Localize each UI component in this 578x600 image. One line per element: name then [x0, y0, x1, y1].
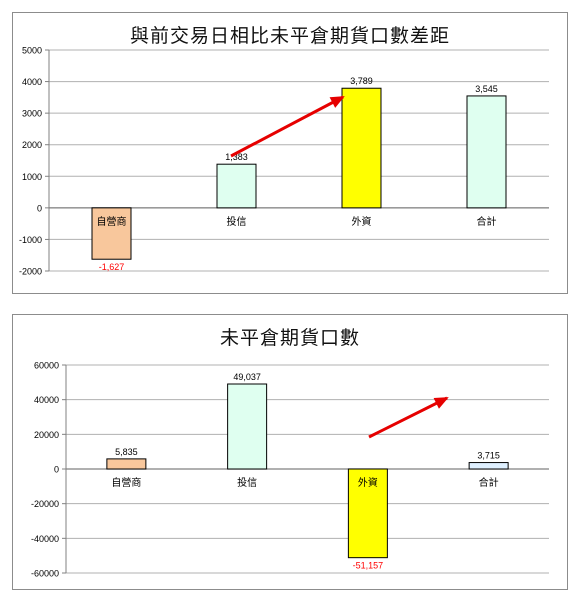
y-tick-label: -1000 — [19, 235, 42, 245]
category-label: 自營商 — [111, 476, 141, 489]
bar — [106, 458, 147, 470]
data-label: 49,037 — [233, 372, 261, 382]
y-tick-label: -40000 — [31, 534, 59, 544]
bar — [216, 163, 257, 209]
y-tick-label: 20000 — [34, 430, 59, 440]
data-label: 1,383 — [225, 152, 248, 162]
bar — [341, 87, 382, 209]
category-label: 外資 — [358, 477, 378, 489]
y-tick-label: 40000 — [34, 395, 59, 405]
bar — [466, 95, 507, 209]
y-tick-label: 4000 — [22, 77, 42, 87]
y-tick-label: 1000 — [22, 172, 42, 182]
chart-panel-position-change: 與前交易日相比未平倉期貨口數差距 5000 4000 3000 2000 1000 0 -1… — [12, 12, 568, 294]
chart-svg: 60000 40000 20000 0 -20000 -40000 -60000 自營商 5,8… — [31, 361, 549, 579]
y-tick-label: 0 — [37, 203, 42, 213]
y-tick-label: 2000 — [22, 140, 42, 150]
y-tick-label: 0 — [54, 465, 59, 475]
data-label: -1,627 — [99, 262, 125, 272]
trend-arrow-line — [230, 95, 344, 158]
data-label: 3,545 — [475, 84, 498, 94]
y-tick-label: 60000 — [34, 361, 59, 371]
bar — [91, 207, 132, 260]
trend-arrow-line — [368, 396, 448, 439]
category-label: 合計 — [477, 215, 497, 228]
category-label: 合計 — [479, 476, 499, 489]
chart-title: 與前交易日相比未平倉期貨口數差距 — [129, 25, 450, 47]
y-tick-label: 5000 — [22, 46, 42, 56]
category-label: 自營商 — [97, 215, 127, 228]
y-tick-label: -60000 — [31, 569, 59, 579]
data-label: 3,715 — [477, 451, 500, 461]
data-label: -51,157 — [353, 561, 384, 571]
chart-title: 未平倉期貨口數 — [219, 327, 360, 349]
y-tick-label: -20000 — [31, 499, 59, 509]
trend-arrow-head — [329, 96, 345, 108]
bar — [227, 383, 268, 470]
category-label: 投信 — [237, 476, 257, 489]
category-label: 投信 — [227, 215, 247, 228]
y-tick-label: 3000 — [22, 109, 42, 119]
bar — [468, 462, 509, 470]
bar — [347, 468, 388, 559]
trend-arrow-head — [433, 397, 449, 409]
chart-svg: 5000 4000 3000 2000 1000 0 -1000 -2000 自營商 -1,627… — [19, 46, 549, 277]
data-label: 3,789 — [350, 76, 373, 86]
y-tick-label: -2000 — [19, 267, 42, 277]
category-label: 外資 — [352, 216, 372, 228]
data-label: 5,835 — [115, 447, 138, 457]
chart-panel-open-interest: 未平倉期貨口數 60000 40000 20000 0 -20000 -40000 -600… — [12, 314, 568, 590]
